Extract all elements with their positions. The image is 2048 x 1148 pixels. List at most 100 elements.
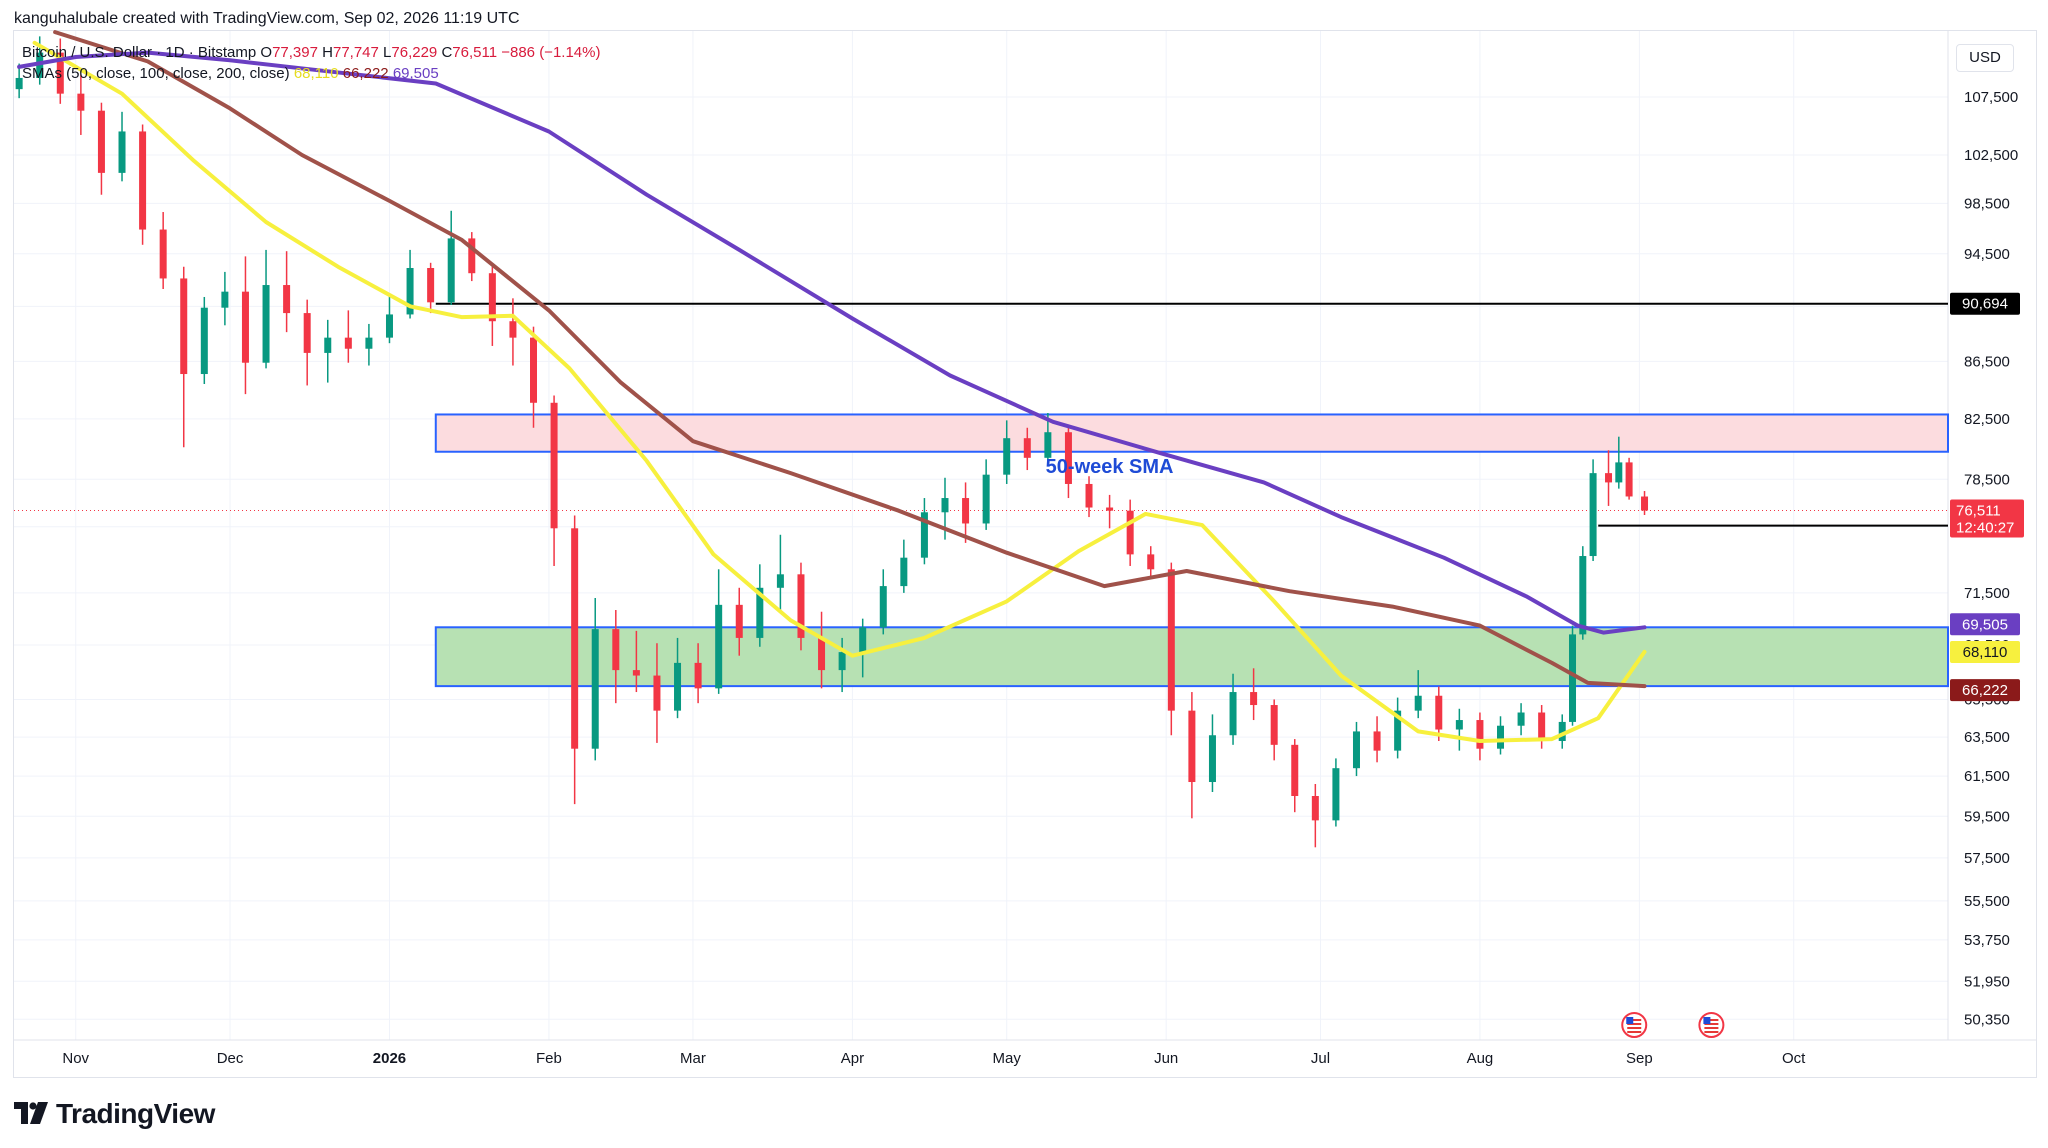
y-tick-label: 50,350 (1964, 1011, 2010, 1028)
y-tick-label: 82,500 (1964, 411, 2010, 428)
horizontal-levels (14, 302, 1948, 527)
sma-legend[interactable]: SMAs (50, close, 100, close, 200, close)… (22, 65, 439, 82)
y-tick-label: 57,500 (1964, 850, 2010, 867)
candle-body (1044, 432, 1052, 458)
ohlc-high: 77,747 (332, 44, 379, 61)
last-price-badge (1950, 499, 2024, 538)
candle-body (385, 314, 393, 338)
candle-body (241, 291, 249, 363)
candle-body (344, 337, 352, 349)
x-tick-label: Dec (217, 1050, 244, 1067)
flag-canton (1626, 1017, 1634, 1024)
flag-canton (1703, 1017, 1711, 1024)
candle-body (303, 313, 311, 353)
x-tick-label: 2026 (373, 1050, 406, 1067)
ohlc-close: 76,511 (452, 44, 498, 61)
candle-body (468, 238, 476, 274)
candle-body (1352, 731, 1360, 769)
candle-body (221, 291, 229, 308)
candle-body (1332, 768, 1340, 821)
gridlines (14, 31, 2036, 1041)
candle-body (1373, 731, 1381, 751)
candle-body (427, 267, 435, 303)
candle-body (591, 629, 599, 749)
candle-body (776, 574, 784, 588)
us-flag-icon (1698, 1012, 1725, 1038)
candle-body (550, 402, 558, 529)
candle-body (1270, 705, 1278, 745)
badge-sma50-label: 68,110 (1963, 644, 2008, 661)
y-tick-label: 94,500 (1964, 246, 2010, 263)
currency-selector[interactable]: USD (1956, 44, 2014, 72)
price-axis: 107,500102,50098,50094,50090,50086,50082… (1964, 89, 2018, 1028)
candle-body (509, 321, 517, 338)
candle-body (262, 285, 270, 363)
candle-body (1641, 496, 1649, 511)
badge-sma100-label: 66,222 (1962, 682, 2008, 699)
y-tick-label: 63,500 (1964, 729, 2010, 746)
candle-body (920, 512, 928, 558)
price-badges: 90,69475,56876,51112:40:2769,50568,11066… (1950, 292, 2024, 702)
candle-body (447, 238, 455, 303)
candle-body (1167, 569, 1175, 711)
x-tick-label: Jun (1154, 1050, 1178, 1067)
candle-body (1517, 712, 1525, 726)
chart-frame (13, 30, 2037, 1078)
sma-50-week-label: 50-week SMA (1046, 456, 1174, 478)
x-tick-label: Jul (1311, 1050, 1330, 1067)
y-tick-label: 53,750 (1964, 932, 2010, 949)
candle-body (1064, 432, 1072, 484)
y-tick-label: 61,500 (1964, 768, 2010, 785)
ohlc-low: 76,229 (391, 44, 438, 61)
candle-body (118, 131, 126, 173)
level-90694-badge-label: 90,694 (1962, 296, 2008, 313)
countdown-label: 12:40:27 (1956, 520, 2014, 537)
y-tick-label: 86,500 (1964, 353, 2010, 370)
candle-body (56, 52, 64, 94)
sma200-value: 69,505 (392, 65, 439, 82)
level-90694-badge (1950, 292, 2020, 315)
sma-lines (17, 30, 1647, 743)
candle-body (1106, 507, 1114, 511)
sma-100-line (53, 30, 1647, 689)
candle-body (1625, 462, 1633, 497)
candle-body (797, 574, 805, 638)
candle-body (962, 498, 970, 524)
candle-body (1414, 695, 1422, 711)
candle-body (530, 337, 538, 403)
tradingview-logo-icon (14, 1102, 48, 1124)
symbol-legend[interactable]: Bitcoin / U.S. Dollar · 1D · Bitstamp O7… (22, 44, 600, 61)
candle-body (694, 662, 702, 689)
y-tick-label: 78,500 (1964, 471, 2010, 488)
sma100-value: 66,222 (342, 65, 389, 82)
candle-body (159, 229, 167, 279)
ohlc-low-label: L (383, 44, 392, 61)
y-tick-label: 51,950 (1964, 973, 2010, 990)
candle-body (1615, 462, 1623, 483)
x-tick-label: Aug (1467, 1050, 1494, 1067)
candle-body (1538, 712, 1546, 741)
badge-sma100 (1950, 679, 2020, 702)
ohlc-change: −886 (−1.14%) (501, 44, 601, 61)
sma-legend-label: SMAs (50, close, 100, close, 200, close) (22, 65, 290, 82)
ohlc-high-label: H (322, 44, 333, 61)
candle-body (1311, 796, 1319, 821)
tradingview-logo[interactable]: TradingView (14, 1098, 215, 1130)
candle-body (283, 285, 291, 314)
candle-body (859, 627, 867, 653)
x-tick-label: Feb (536, 1050, 562, 1067)
badge-sma200 (1950, 613, 2020, 636)
candle-body (571, 528, 579, 749)
brand-name: TradingView (56, 1098, 215, 1129)
candle-body (1147, 554, 1155, 570)
candle-body (365, 337, 373, 349)
candle-body (715, 604, 723, 689)
candle-body (1394, 710, 1402, 751)
candle-body (674, 662, 682, 711)
candle-body (879, 586, 887, 628)
y-tick-label: 102,500 (1964, 147, 2018, 164)
candle-body (1605, 473, 1613, 483)
symbol-name: Bitcoin / U.S. Dollar · 1D · Bitstamp (22, 44, 257, 61)
candle-body (97, 110, 105, 173)
